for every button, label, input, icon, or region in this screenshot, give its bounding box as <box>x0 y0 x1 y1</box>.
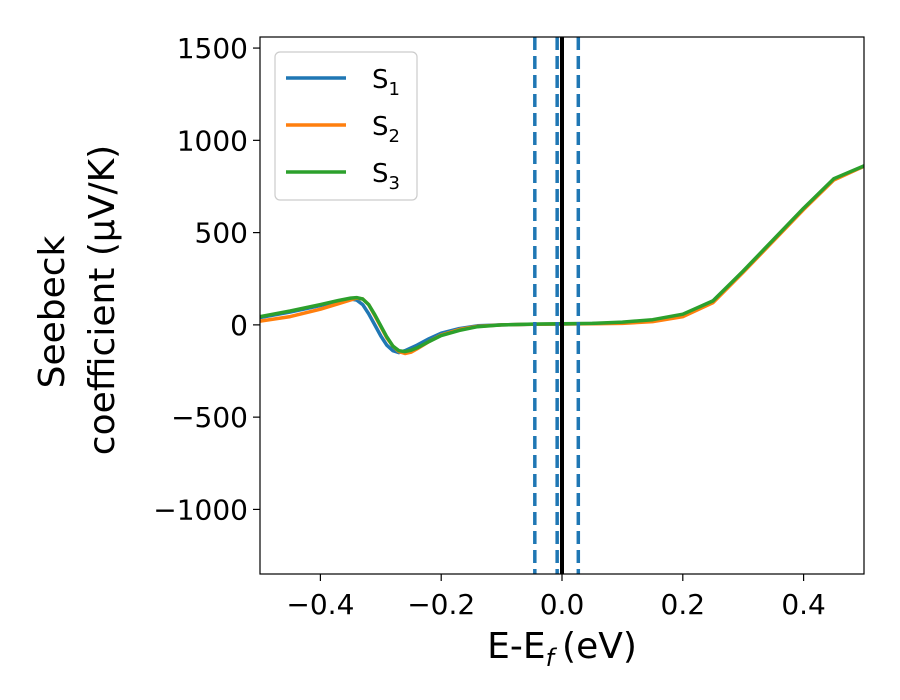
y-tick-label: −500 <box>171 401 248 434</box>
y-axis-label-line1: Seebeck <box>32 235 73 388</box>
x-tick-label: 0.4 <box>781 588 826 621</box>
legend-label-subscript: 1 <box>389 79 400 100</box>
x-axis-label: E-Ef (eV) <box>487 626 637 672</box>
legend-label-s3: S3 <box>372 159 400 194</box>
legend-label-s1: S1 <box>372 65 400 100</box>
vline-layer <box>533 37 581 574</box>
legend-label-s2: S2 <box>372 112 400 147</box>
x-axis-label-unit: (eV) <box>562 626 637 667</box>
legend-label-subscript: 3 <box>389 173 400 194</box>
x-tick-label: −0.4 <box>286 588 354 621</box>
x-tick-label: 0.2 <box>661 588 706 621</box>
legend-label-main: S <box>372 112 389 142</box>
y-tick-label: −1000 <box>153 493 248 526</box>
y-tick-label: 1500 <box>177 32 248 65</box>
y-axis-label-line2: coefficient (μV/K) <box>82 145 123 455</box>
y-axis-ticks: −1000 −500 0 500 1000 1500 <box>153 32 260 526</box>
legend-label-subscript: 2 <box>389 126 400 147</box>
x-axis-label-main: E-E <box>487 626 545 667</box>
legend-label-main: S <box>372 65 389 95</box>
y-tick-label: 1000 <box>177 124 248 157</box>
x-tick-label: 0.0 <box>540 588 585 621</box>
series-layer <box>260 164 864 356</box>
x-axis-label-subscript: f <box>546 644 558 672</box>
x-axis-ticks: −0.4 −0.2 0.0 0.2 0.4 <box>286 574 826 621</box>
x-tick-label: −0.2 <box>407 588 475 621</box>
y-tick-label: 0 <box>230 309 248 342</box>
legend-label-main: S <box>372 159 389 189</box>
y-tick-label: 500 <box>195 217 248 250</box>
series-line-s3 <box>260 164 864 354</box>
